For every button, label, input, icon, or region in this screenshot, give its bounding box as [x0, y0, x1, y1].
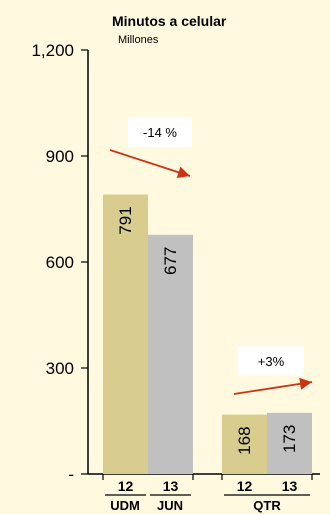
bar	[103, 194, 148, 474]
annotation-arrow-head	[299, 377, 312, 390]
y-tick-label: -	[68, 465, 74, 484]
annotation-arrow-head	[176, 166, 190, 178]
data-label: 677	[161, 247, 180, 275]
y-tick-label: 600	[46, 253, 74, 272]
chart-subtitle: Millones	[118, 34, 159, 46]
annotation-text: +3%	[258, 354, 285, 369]
data-label: 791	[116, 206, 135, 234]
category-label: 13	[282, 478, 298, 494]
data-label: 168	[235, 426, 254, 454]
bar	[222, 414, 267, 474]
plot-area: - 300 600 900 1,200 791 12 677 13 168 12 173 13 UDM JU…	[31, 41, 320, 513]
group-label: QTR	[253, 498, 281, 513]
bar	[148, 234, 193, 474]
annotation-arrow-line	[233, 381, 313, 395]
category-label: 12	[118, 478, 134, 494]
data-label: 173	[280, 425, 299, 453]
bar	[267, 412, 312, 474]
annotation-box	[128, 117, 192, 147]
group-label: UDM	[110, 498, 140, 513]
chart-title: Minutos a celular	[112, 13, 227, 29]
annotation-text: -14 %	[143, 125, 177, 140]
group-label: JUN	[157, 498, 183, 513]
y-tick-label: 300	[46, 359, 74, 378]
y-tick-label: 1,200	[31, 41, 74, 60]
annotation-box	[238, 346, 304, 376]
category-label: 12	[237, 478, 253, 494]
category-label: 13	[163, 478, 179, 494]
y-tick-label: 900	[46, 147, 74, 166]
annotation-arrow-line	[109, 149, 191, 177]
